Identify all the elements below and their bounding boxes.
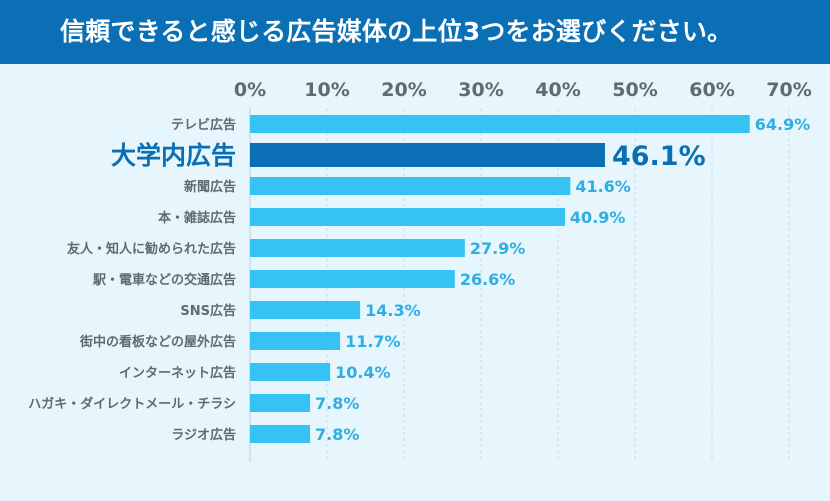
x-tick-label: 10% <box>304 79 349 101</box>
category-label: インターネット広告 <box>119 365 236 381</box>
bar <box>250 208 565 226</box>
category-label: 新聞広告 <box>184 179 236 195</box>
bar <box>250 332 341 350</box>
category-label: 大学内広告 <box>111 141 236 170</box>
bar <box>250 270 455 288</box>
category-label: ラジオ広告 <box>171 427 236 443</box>
bar <box>250 363 331 381</box>
value-label: 11.7% <box>345 332 401 351</box>
x-tick-label: 50% <box>612 79 657 101</box>
bar <box>250 239 465 257</box>
value-label: 7.8% <box>315 425 359 444</box>
bar <box>250 425 311 443</box>
category-label: SNS広告 <box>180 303 236 319</box>
x-tick-label: 60% <box>689 79 734 101</box>
bar-highlight <box>250 143 605 167</box>
x-tick-label: 0% <box>234 79 266 101</box>
x-axis-ticks: 0% 10% 20% 30% 40% 50% 60% 70% <box>234 79 812 101</box>
x-tick-label: 40% <box>535 79 580 101</box>
value-label: 40.9% <box>570 208 626 227</box>
category-label: ハガキ・ダイレクトメール・チラシ <box>28 396 236 412</box>
category-label: テレビ広告 <box>171 117 236 133</box>
category-label: 友人・知人に勧められた広告 <box>67 241 236 257</box>
category-label: 駅・電車などの交通広告 <box>92 272 236 288</box>
x-tick-label: 20% <box>381 79 426 101</box>
value-label: 41.6% <box>575 177 631 196</box>
bar <box>250 301 361 319</box>
value-label: 10.4% <box>335 363 391 382</box>
bar <box>250 394 311 412</box>
chart-title: 信頼できると感じる広告媒体の上位3つをお選びください。 <box>60 17 733 46</box>
x-tick-label: 30% <box>458 79 503 101</box>
labels: テレビ広告 64.9% 大学内広告 46.1% 新聞広告 41.6% 本・雑誌広告 40.9%… <box>28 115 810 444</box>
value-label: 14.3% <box>365 301 421 320</box>
category-label: 本・雑誌広告 <box>158 210 236 226</box>
bar <box>250 115 750 133</box>
bars <box>250 115 750 443</box>
x-tick-label: 70% <box>766 79 811 101</box>
value-label: 27.9% <box>470 239 526 258</box>
category-label: 街中の看板などの屋外広告 <box>79 334 236 350</box>
value-label: 64.9% <box>755 115 811 134</box>
value-label: 26.6% <box>460 270 516 289</box>
title-banner: 信頼できると感じる広告媒体の上位3つをお選びください。 <box>0 0 830 64</box>
value-label: 7.8% <box>315 394 359 413</box>
bar <box>250 177 571 195</box>
value-label: 46.1% <box>612 141 706 172</box>
